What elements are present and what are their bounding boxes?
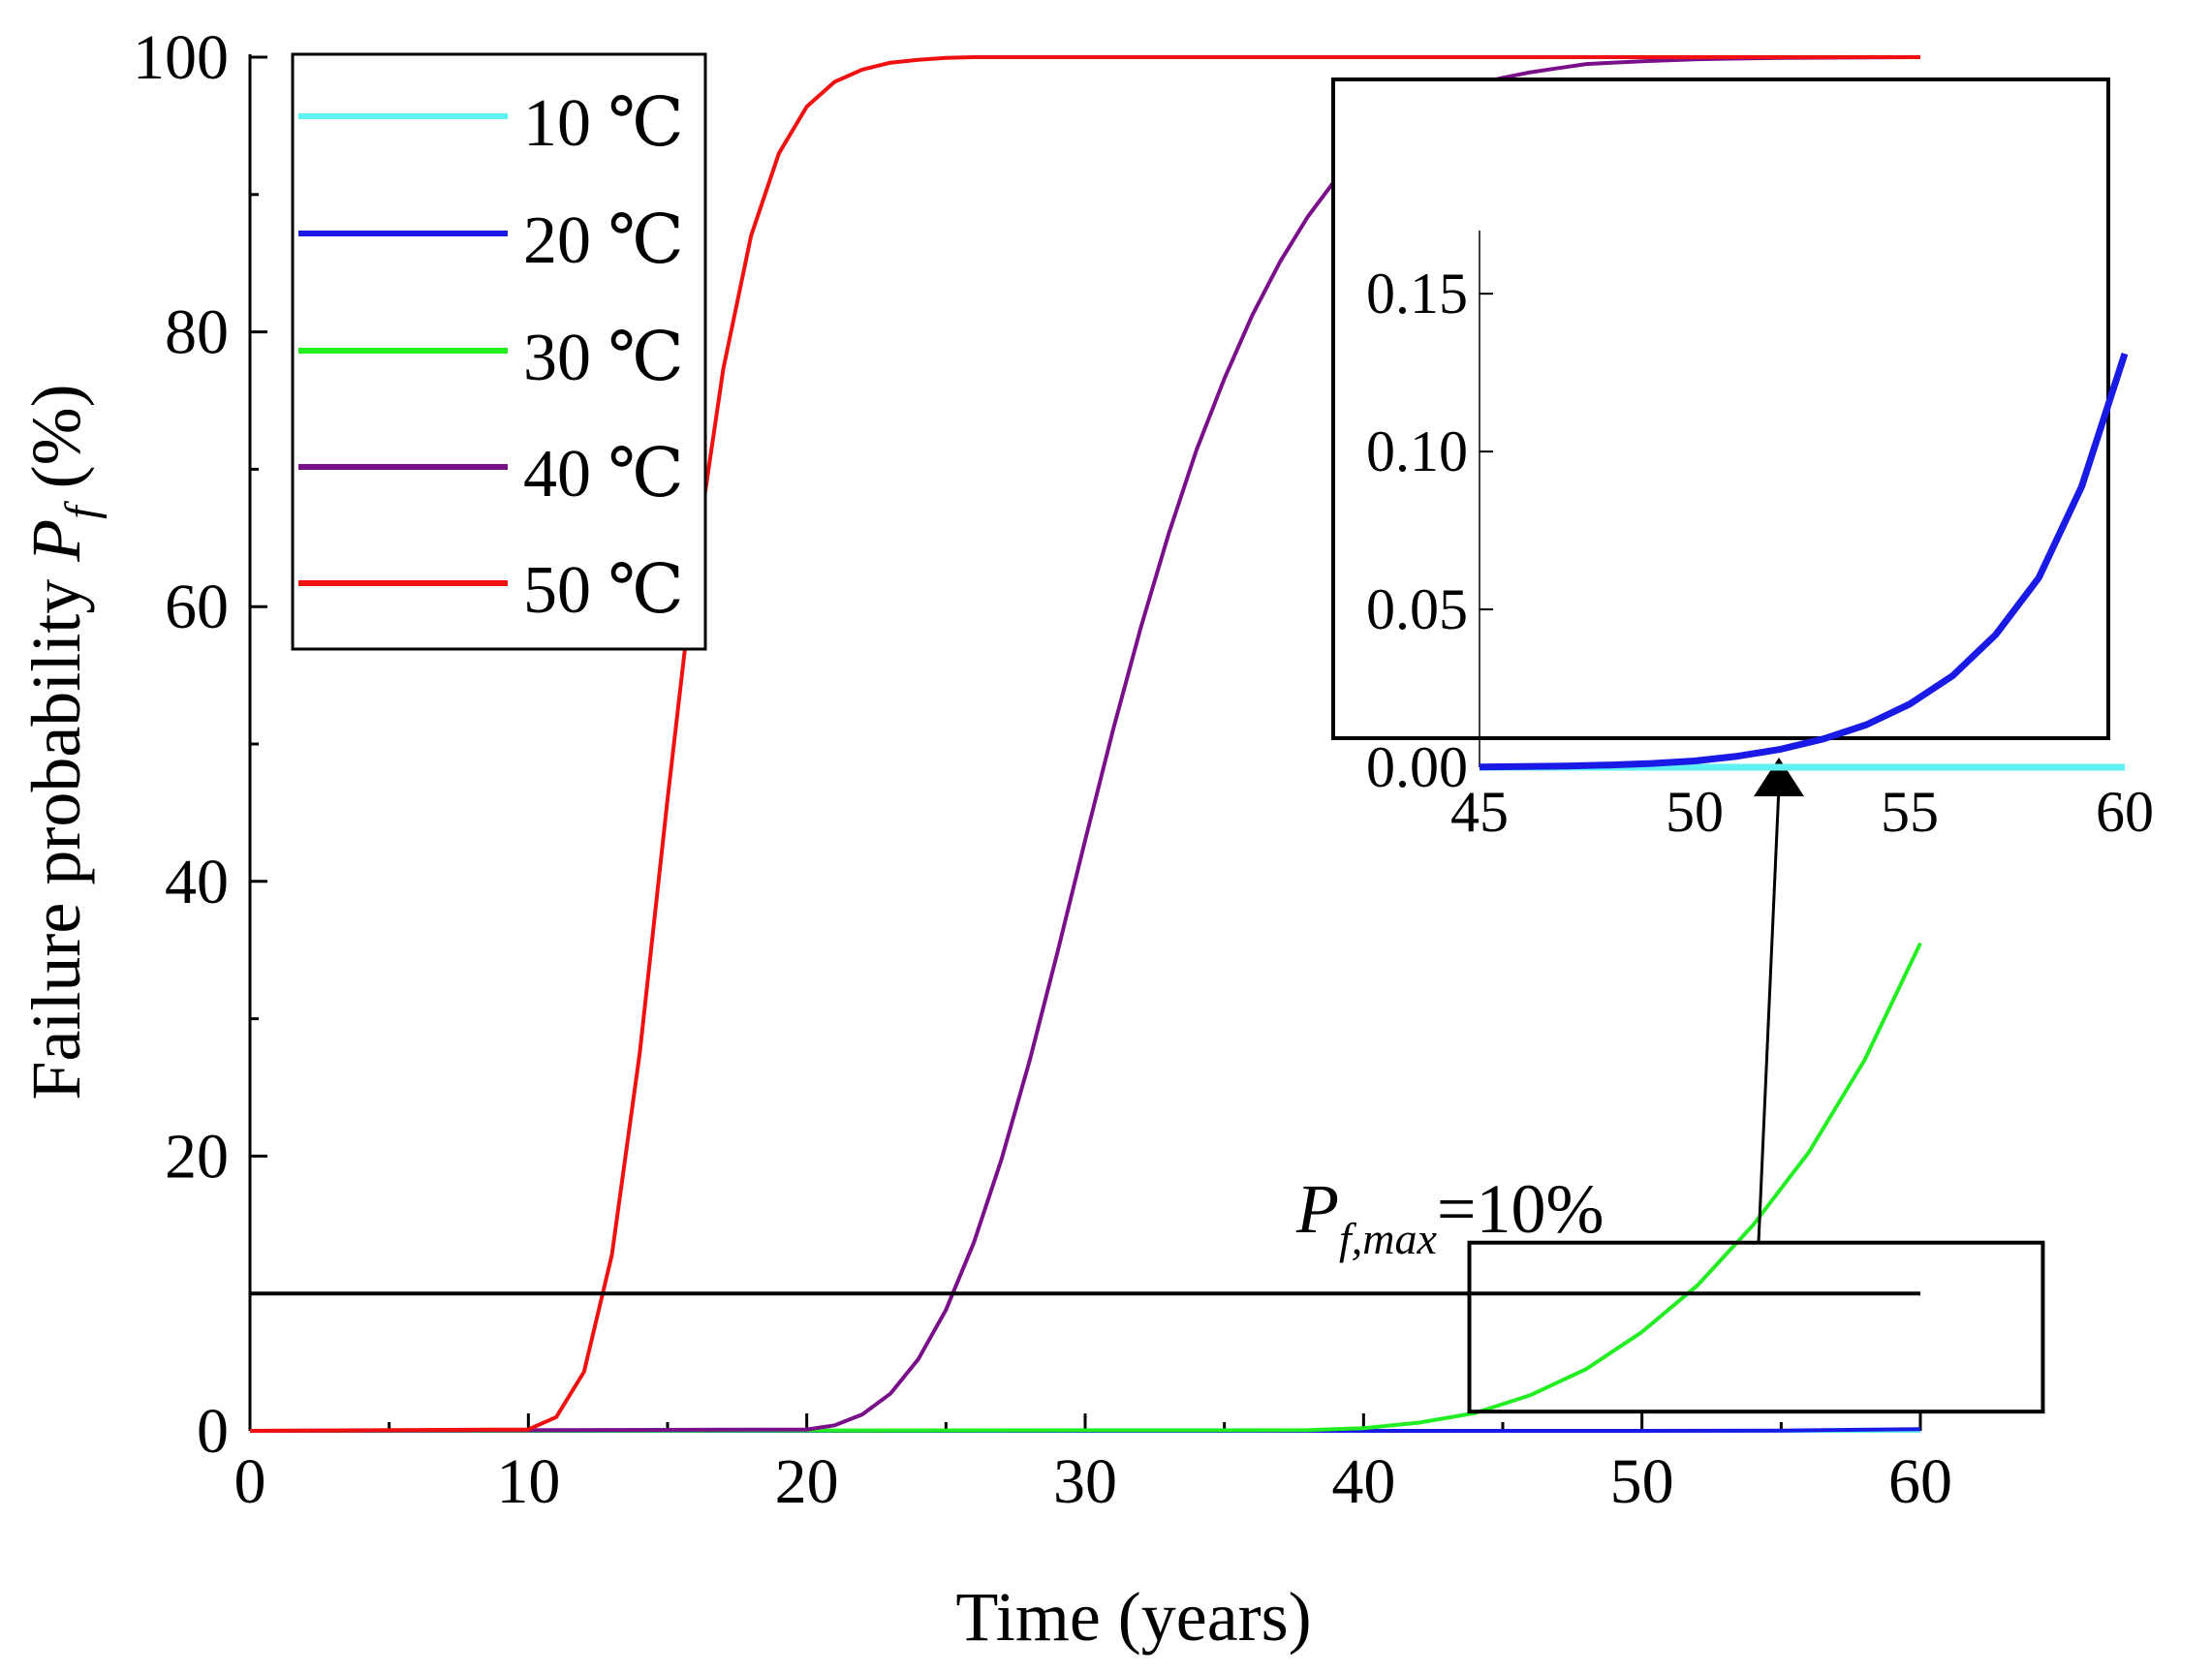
legend-label-10c: 10 ℃	[523, 86, 684, 161]
inset-y-tick-label: 0.00	[1366, 735, 1468, 799]
x-tick-label: 50	[1610, 1446, 1674, 1517]
x-tick-label: 20	[775, 1446, 839, 1517]
inset-x-tick-label: 45	[1450, 780, 1509, 844]
y-tick-label: 40	[165, 847, 229, 917]
inset-y-tick-label: 0.15	[1366, 262, 1468, 326]
inset-x-tick-label: 50	[1666, 780, 1724, 844]
y-tick-label: 20	[165, 1121, 229, 1192]
inset-x-tick-label: 55	[1881, 780, 1939, 844]
inset-tick-labels: 45 50 55 60 0.00 0.05 0.10 0.15	[1366, 262, 2154, 844]
legend-label-50c: 50 ℃	[523, 553, 684, 628]
main-annotations	[250, 758, 2045, 1414]
inset-zoom-plot: 45 50 55 60 0.00 0.05 0.10 0.15	[1331, 78, 2154, 844]
legend-label-20c: 20 ℃	[523, 203, 684, 278]
x-tick-label: 60	[1888, 1446, 1952, 1517]
series-line-30	[249, 942, 1922, 1433]
inset-y-tick-label: 0.05	[1366, 577, 1468, 641]
inset-frame	[1331, 78, 2110, 740]
inset-x-tick-label: 60	[2096, 780, 2154, 844]
series-line-50	[249, 55, 1920, 1433]
threshold-label: Pf,max=10%	[1295, 1170, 1604, 1263]
y-axis-title: Failure probability Pf (%)	[17, 384, 108, 1100]
y-tick-label: 100	[133, 22, 229, 93]
main-tick-labels: 0 10 20 30 40 50 60 0 20 40 60 80 100	[133, 22, 1952, 1517]
main-series	[249, 55, 1922, 1433]
x-tick-label: 30	[1053, 1446, 1117, 1517]
x-tick-label: 40	[1331, 1446, 1395, 1517]
zoom-region-box	[1467, 1240, 2045, 1414]
y-tick-label: 80	[165, 297, 229, 368]
inset-series	[1479, 353, 2129, 771]
series-line-40	[249, 55, 1921, 1433]
x-tick-label: 10	[496, 1446, 560, 1517]
x-tick-label: 0	[234, 1446, 266, 1517]
legend-label-40c: 40 ℃	[523, 437, 684, 512]
inset-y-tick-label: 0.10	[1366, 419, 1468, 483]
zoom-arrow-head	[1754, 758, 1804, 796]
zoom-arrow-shaft	[1757, 786, 1781, 1243]
main-plot: 0 10 20 30 40 50 60 0 20 40 60 80 100 Time (years) F…	[17, 22, 2045, 1656]
legend-label-30c: 30 ℃	[523, 321, 684, 395]
y-tick-label: 60	[165, 572, 229, 642]
inset-series-line-20	[1479, 353, 2129, 771]
x-axis-title: Time (years)	[955, 1578, 1311, 1656]
legend: 10 ℃ 20 ℃ 30 ℃ 40 ℃ 50 ℃	[291, 52, 707, 651]
y-tick-label: 0	[197, 1396, 229, 1467]
